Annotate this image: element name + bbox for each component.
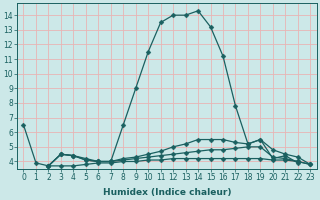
X-axis label: Humidex (Indice chaleur): Humidex (Indice chaleur) bbox=[103, 188, 231, 197]
